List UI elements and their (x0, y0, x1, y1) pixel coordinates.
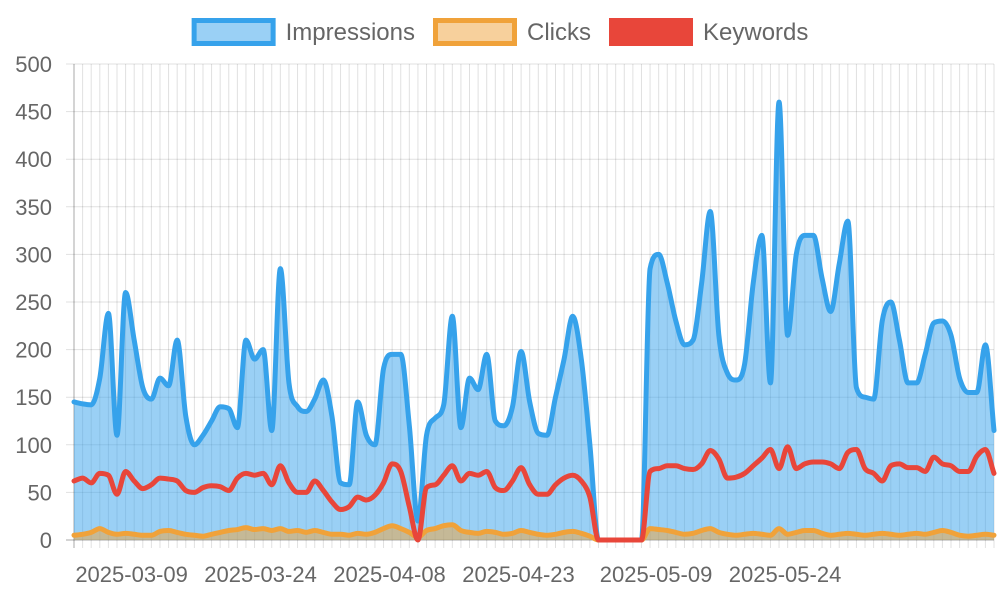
y-tick-label: 450 (15, 100, 52, 125)
keywords-line (71, 444, 997, 543)
y-tick-label: 100 (15, 433, 52, 458)
legend-swatch (191, 18, 276, 46)
legend: Impressions Clicks Keywords (191, 18, 809, 46)
y-tick-label: 0 (40, 528, 52, 553)
impressions-area (74, 102, 994, 540)
x-axis-tick-labels: 2025-03-09 2025-03-24 2025-04-08 2025-04-23… (75, 562, 841, 587)
x-tick-label: 2025-04-23 (462, 562, 575, 587)
legend-item-keywords[interactable]: Keywords (609, 18, 809, 46)
series-lines (71, 99, 997, 543)
y-tick-label: 500 (15, 52, 52, 77)
legend-swatch (609, 18, 693, 46)
x-tick-label: 2025-05-24 (729, 562, 842, 587)
y-tick-label: 400 (15, 147, 52, 172)
x-tick-label: 2025-04-08 (333, 562, 446, 587)
legend-item-clicks[interactable]: Clicks (433, 18, 592, 46)
y-tick-label: 50 (28, 480, 52, 505)
y-axis-tick-labels: 0 50 100 150 200 250 300 350 400 450 500 (15, 52, 52, 553)
clicks-line (71, 522, 997, 543)
x-tick-label: 2025-03-09 (75, 562, 188, 587)
y-tick-label: 200 (15, 338, 52, 363)
y-tick-label: 350 (15, 195, 52, 220)
y-tick-label: 250 (15, 290, 52, 315)
impressions-line (71, 99, 997, 543)
x-tick-label: 2025-03-24 (204, 562, 317, 587)
x-tick-label: 2025-05-09 (600, 562, 713, 587)
y-tick-label: 150 (15, 385, 52, 410)
legend-item-impressions[interactable]: Impressions (191, 18, 415, 46)
legend-swatch (433, 18, 517, 46)
legend-label: Impressions (286, 19, 415, 46)
legend-label: Clicks (527, 19, 591, 46)
legend-label: Keywords (703, 19, 808, 46)
y-tick-label: 300 (15, 242, 52, 267)
